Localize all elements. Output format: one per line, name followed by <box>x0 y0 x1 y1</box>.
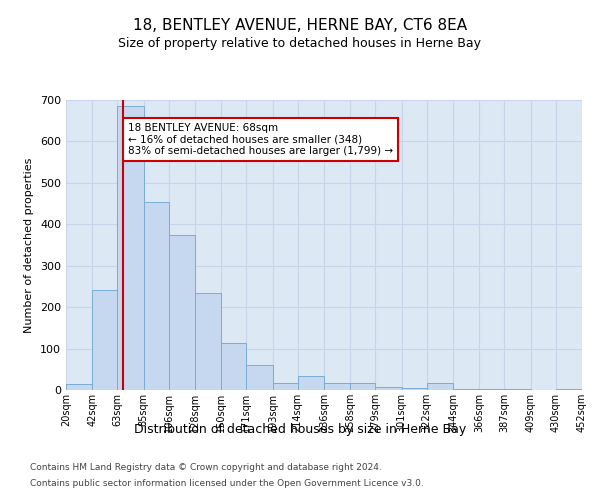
Bar <box>66 384 92 390</box>
Bar <box>324 382 350 390</box>
Bar <box>401 388 427 390</box>
Bar <box>427 382 453 390</box>
Bar <box>195 292 221 390</box>
Bar <box>350 382 376 390</box>
Bar <box>453 389 479 390</box>
Bar <box>298 376 324 390</box>
Text: Contains HM Land Registry data © Crown copyright and database right 2024.: Contains HM Land Registry data © Crown c… <box>30 464 382 472</box>
Text: 18 BENTLEY AVENUE: 68sqm
← 16% of detached houses are smaller (348)
83% of semi-: 18 BENTLEY AVENUE: 68sqm ← 16% of detach… <box>128 123 393 156</box>
Bar <box>169 234 195 390</box>
Text: 18, BENTLEY AVENUE, HERNE BAY, CT6 8EA: 18, BENTLEY AVENUE, HERNE BAY, CT6 8EA <box>133 18 467 32</box>
Bar <box>556 389 582 390</box>
Bar <box>247 365 272 390</box>
Bar <box>376 386 401 390</box>
Y-axis label: Number of detached properties: Number of detached properties <box>25 158 34 332</box>
Bar <box>143 202 169 390</box>
Text: Distribution of detached houses by size in Herne Bay: Distribution of detached houses by size … <box>134 422 466 436</box>
Bar <box>221 343 247 390</box>
Bar <box>92 290 118 390</box>
Text: Size of property relative to detached houses in Herne Bay: Size of property relative to detached ho… <box>119 38 482 51</box>
Bar <box>272 382 298 390</box>
Bar <box>118 106 143 390</box>
Text: Contains public sector information licensed under the Open Government Licence v3: Contains public sector information licen… <box>30 478 424 488</box>
Bar <box>505 389 530 390</box>
Bar <box>479 389 505 390</box>
